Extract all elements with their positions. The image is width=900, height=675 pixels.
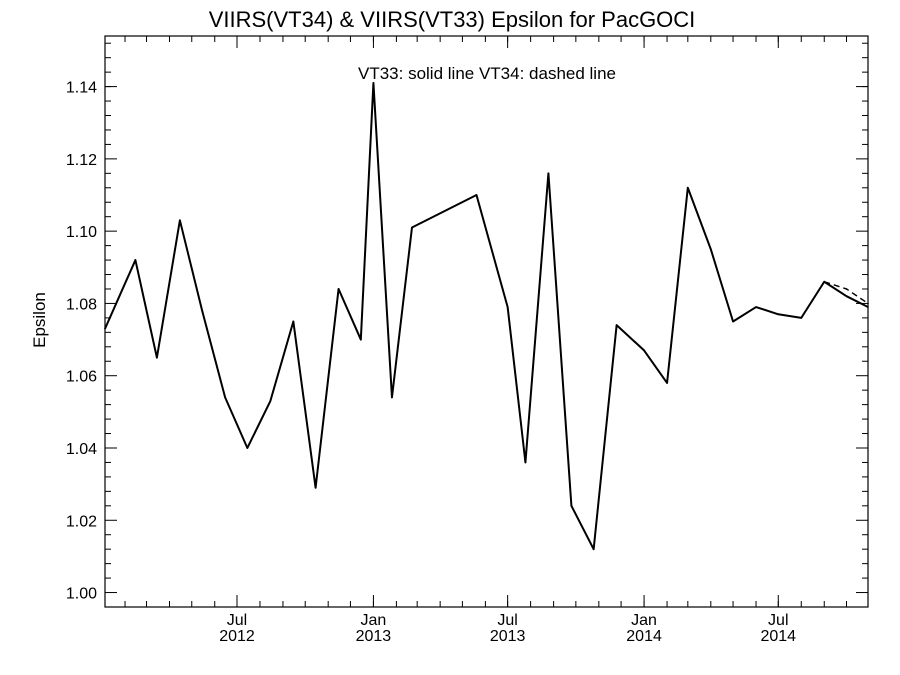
- plot-frame: [104, 35, 869, 608]
- chart-title: VIIRS(VT34) & VIIRS(VT33) Epsilon for Pa…: [209, 7, 696, 32]
- data-point: [224, 396, 226, 399]
- data-point: [269, 400, 272, 402]
- y-tick-label: 1.08: [66, 296, 97, 313]
- y-tick-label: 1.10: [66, 224, 97, 241]
- data-point: [360, 338, 362, 341]
- data-point: [292, 320, 295, 323]
- y-tick-label: 1.06: [66, 369, 97, 386]
- data-point: [201, 309, 203, 312]
- y-tick-label: 1.12: [66, 152, 97, 169]
- data-point: [666, 382, 668, 384]
- line-style-annotation: VT33: solid line VT34: dashed line: [358, 64, 616, 83]
- data-point: [643, 349, 645, 352]
- series-lines: [104, 81, 869, 551]
- y-tick-label: 1.00: [66, 586, 97, 603]
- x-tick-year-label: 2014: [760, 628, 796, 645]
- series-dashed: [823, 280, 869, 305]
- data-point: [845, 295, 848, 298]
- data-point: [246, 447, 249, 449]
- data-point: [156, 356, 158, 359]
- data-point: [570, 505, 573, 507]
- data-point: [687, 186, 689, 189]
- data-point: [823, 280, 826, 283]
- data-point: [314, 486, 317, 489]
- data-point: [800, 317, 803, 319]
- x-tick-month-label: Jan: [361, 612, 387, 629]
- data-point: [547, 172, 550, 175]
- data-point: [592, 548, 595, 550]
- series-line-solid: [104, 81, 869, 551]
- x-tick-month-label: Jan: [631, 612, 657, 629]
- data-point: [755, 306, 757, 308]
- x-tick-year-label: 2014: [626, 628, 662, 645]
- x-tick-year-label: 2012: [219, 628, 255, 645]
- data-point: [411, 226, 413, 229]
- data-point: [372, 82, 375, 84]
- x-tick-month-label: Jul: [227, 612, 247, 629]
- y-tick-label: 1.04: [66, 441, 97, 458]
- y-tick-label: 1.02: [66, 513, 97, 530]
- x-tick-month-label: Jul: [497, 612, 517, 629]
- series-solid: [104, 81, 869, 551]
- data-point: [506, 306, 509, 308]
- data-point: [845, 288, 848, 290]
- x-tick-year-label: 2013: [490, 628, 526, 645]
- data-point: [391, 396, 393, 399]
- data-point: [475, 194, 478, 196]
- axis-ticks: 1.001.021.041.061.081.101.121.14Jul2012J…: [66, 36, 868, 645]
- data-point: [710, 248, 712, 251]
- x-tick-month-label: Jul: [768, 612, 788, 629]
- data-point: [134, 259, 137, 261]
- x-tick-year-label: 2013: [356, 628, 392, 645]
- data-point: [179, 219, 181, 222]
- data-point: [615, 324, 618, 326]
- data-point: [777, 313, 780, 316]
- y-tick-label: 1.14: [66, 80, 97, 97]
- data-point: [524, 461, 527, 464]
- data-point: [732, 320, 734, 323]
- y-axis-label: Epsilon: [30, 292, 49, 348]
- data-point: [337, 288, 340, 290]
